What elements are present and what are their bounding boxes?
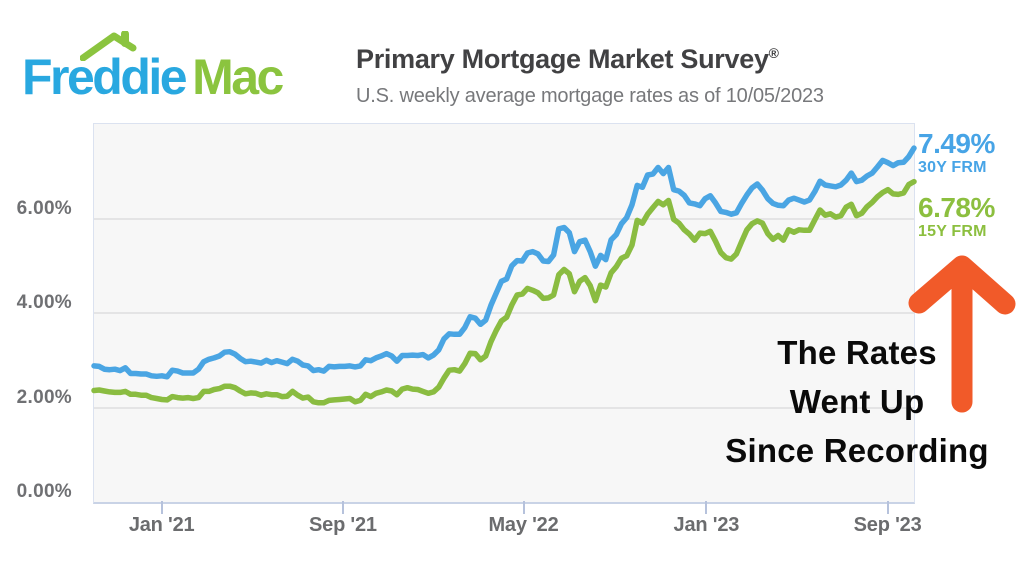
callout-line-1: The Rates xyxy=(777,334,937,371)
x-axis: Jan '21 Sep '21 May '22 Jan '23 Sep '23 xyxy=(93,501,922,547)
series-line-30y-frm xyxy=(91,145,917,380)
up-arrow-icon xyxy=(908,255,1016,413)
rate-value-15y: 6.78% xyxy=(918,192,995,223)
page-title: Primary Mortgage Market Survey® xyxy=(356,44,779,74)
callout-text: The Rates Went Up Since Recording xyxy=(692,328,1022,475)
y-tick-label-0: 0.00% xyxy=(16,481,72,502)
rate-label-30y: 30Y FRM xyxy=(918,159,987,176)
freddie-mac-logo: Freddie Mac xyxy=(22,28,342,108)
rate-label-15y: 15Y FRM xyxy=(918,223,987,240)
x-tick-label: Jan '23 xyxy=(673,514,740,536)
callout-line-3: Since Recording xyxy=(725,432,989,469)
logo-word-freddie: Freddie xyxy=(22,49,188,105)
logo-wordmark: Freddie Mac xyxy=(22,49,284,105)
registered-mark: ® xyxy=(768,45,779,61)
logo-word-mac: Mac xyxy=(192,49,284,105)
y-tick-label-2: 2.00% xyxy=(16,386,72,408)
latest-rates-panel: 7.49% 30Y FRM 6.78% 15Y FRM xyxy=(918,129,1020,241)
x-tick-mark xyxy=(341,501,344,514)
series-line-15y-frm xyxy=(91,178,917,406)
x-tick-mark xyxy=(705,501,708,514)
x-tick-label: Jan '21 xyxy=(128,514,195,536)
page-subtitle: U.S. weekly average mortgage rates as of… xyxy=(356,85,824,107)
header-title-block: Primary Mortgage Market Survey® U.S. wee… xyxy=(356,44,824,108)
line-series-canvas xyxy=(91,145,917,406)
gridline-6pct xyxy=(94,217,914,220)
house-roof-icon xyxy=(80,31,137,61)
x-tick-label: Sep '21 xyxy=(309,514,377,536)
y-tick-label-6: 6.00% xyxy=(16,197,72,219)
x-tick-mark xyxy=(160,501,163,514)
gridline-2pct xyxy=(94,406,914,409)
rate-value-30y: 7.49% xyxy=(918,128,995,159)
x-tick-label: May '22 xyxy=(488,514,559,536)
gridline-4pct xyxy=(94,312,914,314)
x-tick-label: Sep '23 xyxy=(853,514,922,536)
chart-plot-area xyxy=(91,123,917,504)
x-tick-mark xyxy=(886,501,889,514)
x-tick-mark xyxy=(522,501,525,514)
callout-line-2: Went Up xyxy=(789,383,925,420)
y-tick-label-4: 4.00% xyxy=(16,292,72,313)
y-axis-labels: 0.00% 2.00% 4.00% 6.00% xyxy=(0,123,72,502)
